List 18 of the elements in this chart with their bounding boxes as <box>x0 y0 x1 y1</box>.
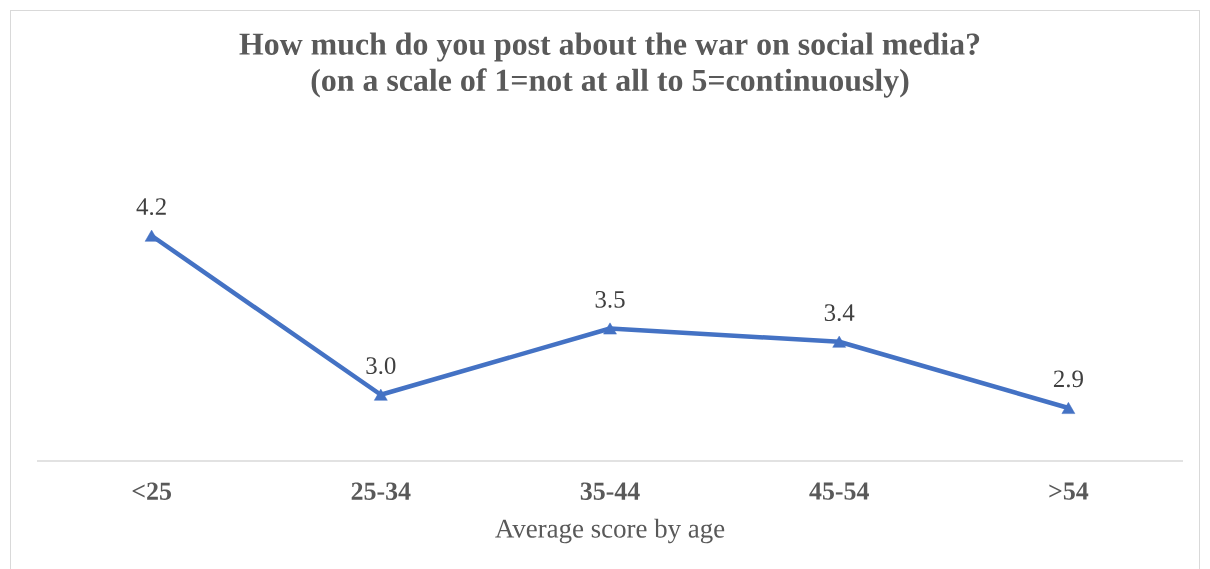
x-tick-label: <25 <box>132 482 171 500</box>
x-tick-label: 45-54 <box>809 482 869 500</box>
chart-title: How much do you post about the war on social media? <box>239 32 980 62</box>
data-label: 3.4 <box>824 304 855 322</box>
point <box>1061 402 1076 414</box>
point <box>832 335 846 348</box>
data-label: 3.0 <box>366 357 396 375</box>
data-label: 2.9 <box>1053 370 1083 388</box>
x-axis-title: Average score by age <box>495 518 725 544</box>
x-tick-label: 35-44 <box>580 482 640 500</box>
data-label: 4.2 <box>136 198 166 216</box>
x-tick-label: >54 <box>1049 482 1089 500</box>
point <box>603 322 617 335</box>
chart-subtitle: (on a scale of 1=not at all to 5=continuously) <box>311 68 909 98</box>
point <box>144 229 159 242</box>
data-label: 3.5 <box>595 291 625 308</box>
point <box>374 388 388 401</box>
x-tick-label: 25-34 <box>351 482 411 500</box>
